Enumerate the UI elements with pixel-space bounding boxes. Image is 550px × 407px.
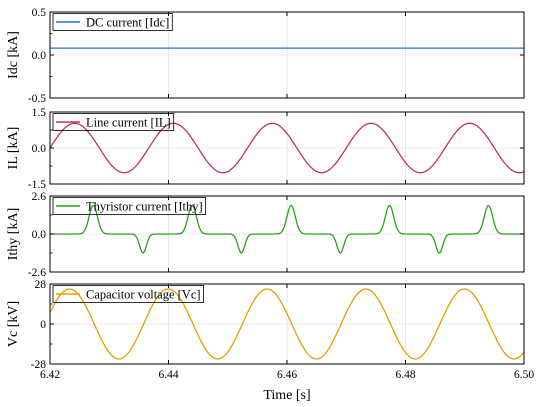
x-tick-label: 6.50 [514, 369, 534, 381]
y-tick-label: 0.0 [32, 143, 47, 155]
panel-ithy: 2.6 0.0 -2.6 Ithy [kA] Thyristor current [It… [6, 191, 525, 279]
y-axis-label-ithy: Ithy [kA] [6, 208, 21, 261]
y-tick-label: 0.0 [32, 50, 47, 62]
y-axis-label-vc: Vc [kV] [6, 301, 21, 347]
panel-idc: 0.5 0.0 -0.5 Idc [kA] DC current [Idc] [6, 7, 525, 105]
legend-label-vc: Capacitor voltage [Vc] [86, 288, 201, 302]
legend-box-vc [52, 285, 204, 303]
y-tick-label: -0.5 [28, 93, 46, 105]
legend-box-idc [52, 13, 173, 31]
legend-box-ithy [52, 197, 207, 215]
x-tick-label: 6.48 [395, 369, 415, 381]
legend-label-idc: DC current [Idc] [86, 16, 169, 30]
series-line-ithy [50, 204, 524, 254]
series-line-il [49, 122, 525, 174]
y-tick-label: 0.5 [32, 7, 47, 19]
y-axis-label-idc: Idc [kA] [6, 31, 21, 79]
panel-vc: 28 0 -28 Vc [kV] Capacitor voltage [Vc] [6, 279, 525, 371]
y-tick-label: 0.0 [32, 229, 47, 241]
legend-box-il [52, 113, 175, 131]
y-tick-label: 2.6 [32, 191, 47, 203]
x-axis-label: Time [s] [263, 388, 310, 403]
x-tick-label: 6.42 [40, 369, 60, 381]
x-tick-label: 6.44 [158, 369, 178, 381]
y-tick-label: 28 [35, 279, 47, 291]
y-tick-label: 1.5 [32, 107, 47, 119]
legend-label-il: Line current [IL] [86, 116, 171, 130]
y-tick-label: -2.6 [28, 267, 46, 279]
series-line-vc [49, 288, 525, 360]
x-tick-label: 6.46 [277, 369, 297, 381]
y-axis-label-il: IL [kA] [6, 127, 21, 170]
y-tick-label: -28 [31, 359, 47, 371]
panel-il: 1.5 0.0 -1.5 IL [kA] Line current [IL] [6, 107, 525, 191]
legend-label-ithy: Thyristor current [Ithy] [86, 200, 203, 214]
y-tick-label: 0 [40, 319, 46, 331]
y-tick-label: -1.5 [28, 179, 46, 191]
